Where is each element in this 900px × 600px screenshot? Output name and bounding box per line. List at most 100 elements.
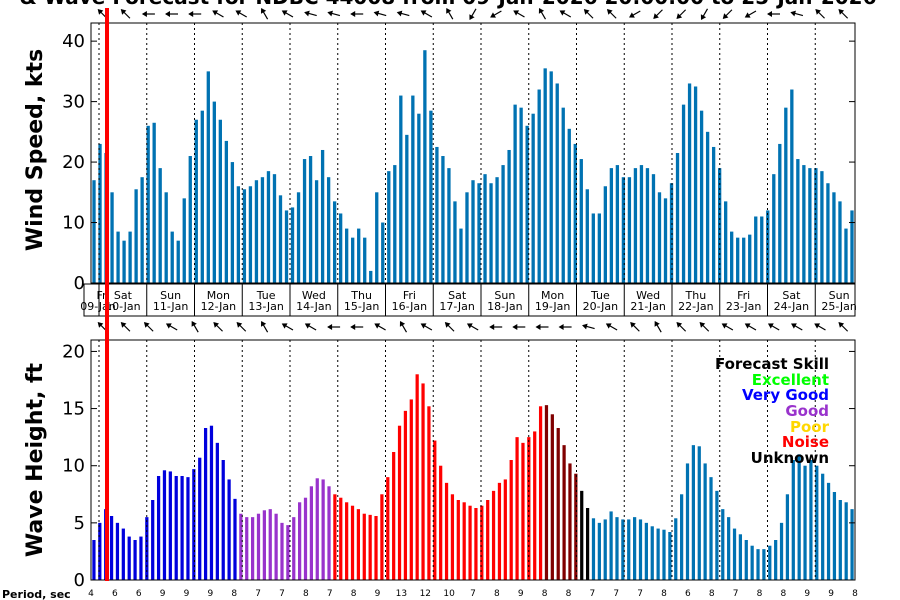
chart-title: & Wave Forecast for NDBC 44008 from 09-J… [20, 0, 877, 9]
direction-arrow [212, 10, 224, 18]
bar [326, 177, 331, 283]
day-name-label: Sun [160, 289, 181, 302]
legend-item-noise: Noise [782, 433, 829, 451]
bar [164, 192, 168, 283]
wind-y-ticks: 0 10 20 30 40 [62, 31, 855, 294]
wave-direction-arrows [97, 320, 849, 333]
day-date-label: 15-Jan [344, 300, 380, 313]
bar [186, 477, 190, 580]
bar [802, 165, 806, 283]
bar [778, 143, 782, 283]
bar [796, 159, 800, 283]
day-separator-lines [98, 23, 816, 580]
bar [206, 71, 210, 284]
bar [363, 237, 367, 283]
direction-arrow [790, 10, 804, 17]
bar [236, 186, 241, 283]
bar [417, 113, 421, 283]
y-tick-label: 10 [62, 213, 85, 234]
period-value: 8 [303, 589, 309, 599]
bar [92, 540, 96, 580]
bar [233, 498, 237, 580]
day-name-label: Tue [256, 289, 276, 302]
wind-speed-bars [92, 50, 854, 284]
bar [459, 228, 463, 283]
bar [585, 189, 589, 283]
bar [509, 460, 513, 580]
bar [315, 478, 319, 580]
bar [727, 517, 731, 580]
bar [450, 494, 455, 580]
bar [339, 497, 343, 580]
bar [543, 68, 547, 283]
wind-speed-panel: 0 10 20 30 40 Wind Speed, kts [23, 22, 856, 294]
bar [174, 476, 178, 580]
bar [580, 490, 584, 580]
bar [221, 460, 225, 580]
direction-arrow [490, 10, 502, 18]
bar [180, 476, 184, 580]
direction-arrow [791, 323, 803, 331]
direction-arrow [538, 7, 547, 20]
bar [374, 516, 378, 580]
period-value: 9 [804, 589, 810, 599]
bar [192, 469, 196, 580]
bar [345, 228, 349, 283]
bar [766, 210, 770, 283]
bar [188, 156, 192, 283]
direction-arrow [767, 323, 780, 331]
bar [519, 107, 523, 284]
bar [603, 519, 607, 580]
bar [375, 192, 379, 283]
direction-arrow [722, 9, 733, 19]
legend-item-unknown: Unknown [751, 449, 829, 467]
bar [573, 143, 577, 283]
bar [218, 119, 222, 284]
bar [280, 522, 284, 580]
day-name-label: Mon [207, 289, 230, 302]
bar [127, 536, 131, 580]
direction-arrow [700, 8, 709, 21]
period-value: 9 [160, 589, 166, 599]
bar [768, 545, 772, 580]
direction-arrow [420, 10, 433, 18]
bar [453, 201, 457, 283]
bar [633, 168, 638, 283]
bar [480, 505, 484, 580]
period-value: 8 [351, 589, 357, 599]
direction-arrow [304, 323, 317, 331]
wave-plot-frame [90, 339, 856, 581]
direction-arrow [466, 323, 479, 331]
bar [513, 104, 517, 283]
direction-arrow [191, 320, 199, 333]
bar [709, 477, 713, 580]
bar [403, 410, 408, 580]
direction-arrow [744, 323, 757, 331]
direction-arrow [699, 322, 710, 332]
bar [657, 192, 662, 283]
bar [292, 517, 296, 580]
forecast-skill-legend: Forecast Skill Excellent Very Good Good … [715, 355, 830, 467]
bar [203, 428, 208, 580]
y-tick-label: 0 [74, 570, 85, 591]
period-value: 8 [757, 589, 763, 599]
bar [697, 446, 701, 580]
bar [609, 511, 613, 580]
bar [356, 509, 361, 580]
bar [151, 500, 155, 580]
direction-arrow [374, 323, 386, 331]
bar [152, 122, 156, 284]
bar [501, 165, 505, 283]
period-value: 4 [88, 589, 94, 599]
bar [254, 180, 259, 283]
bar [791, 460, 795, 580]
period-value: 9 [184, 589, 190, 599]
bar [703, 463, 707, 580]
direction-arrow [489, 324, 503, 330]
bar [699, 110, 704, 283]
direction-arrow [815, 9, 825, 19]
direction-arrow [721, 323, 734, 331]
bar [826, 482, 831, 580]
bar [251, 517, 255, 580]
